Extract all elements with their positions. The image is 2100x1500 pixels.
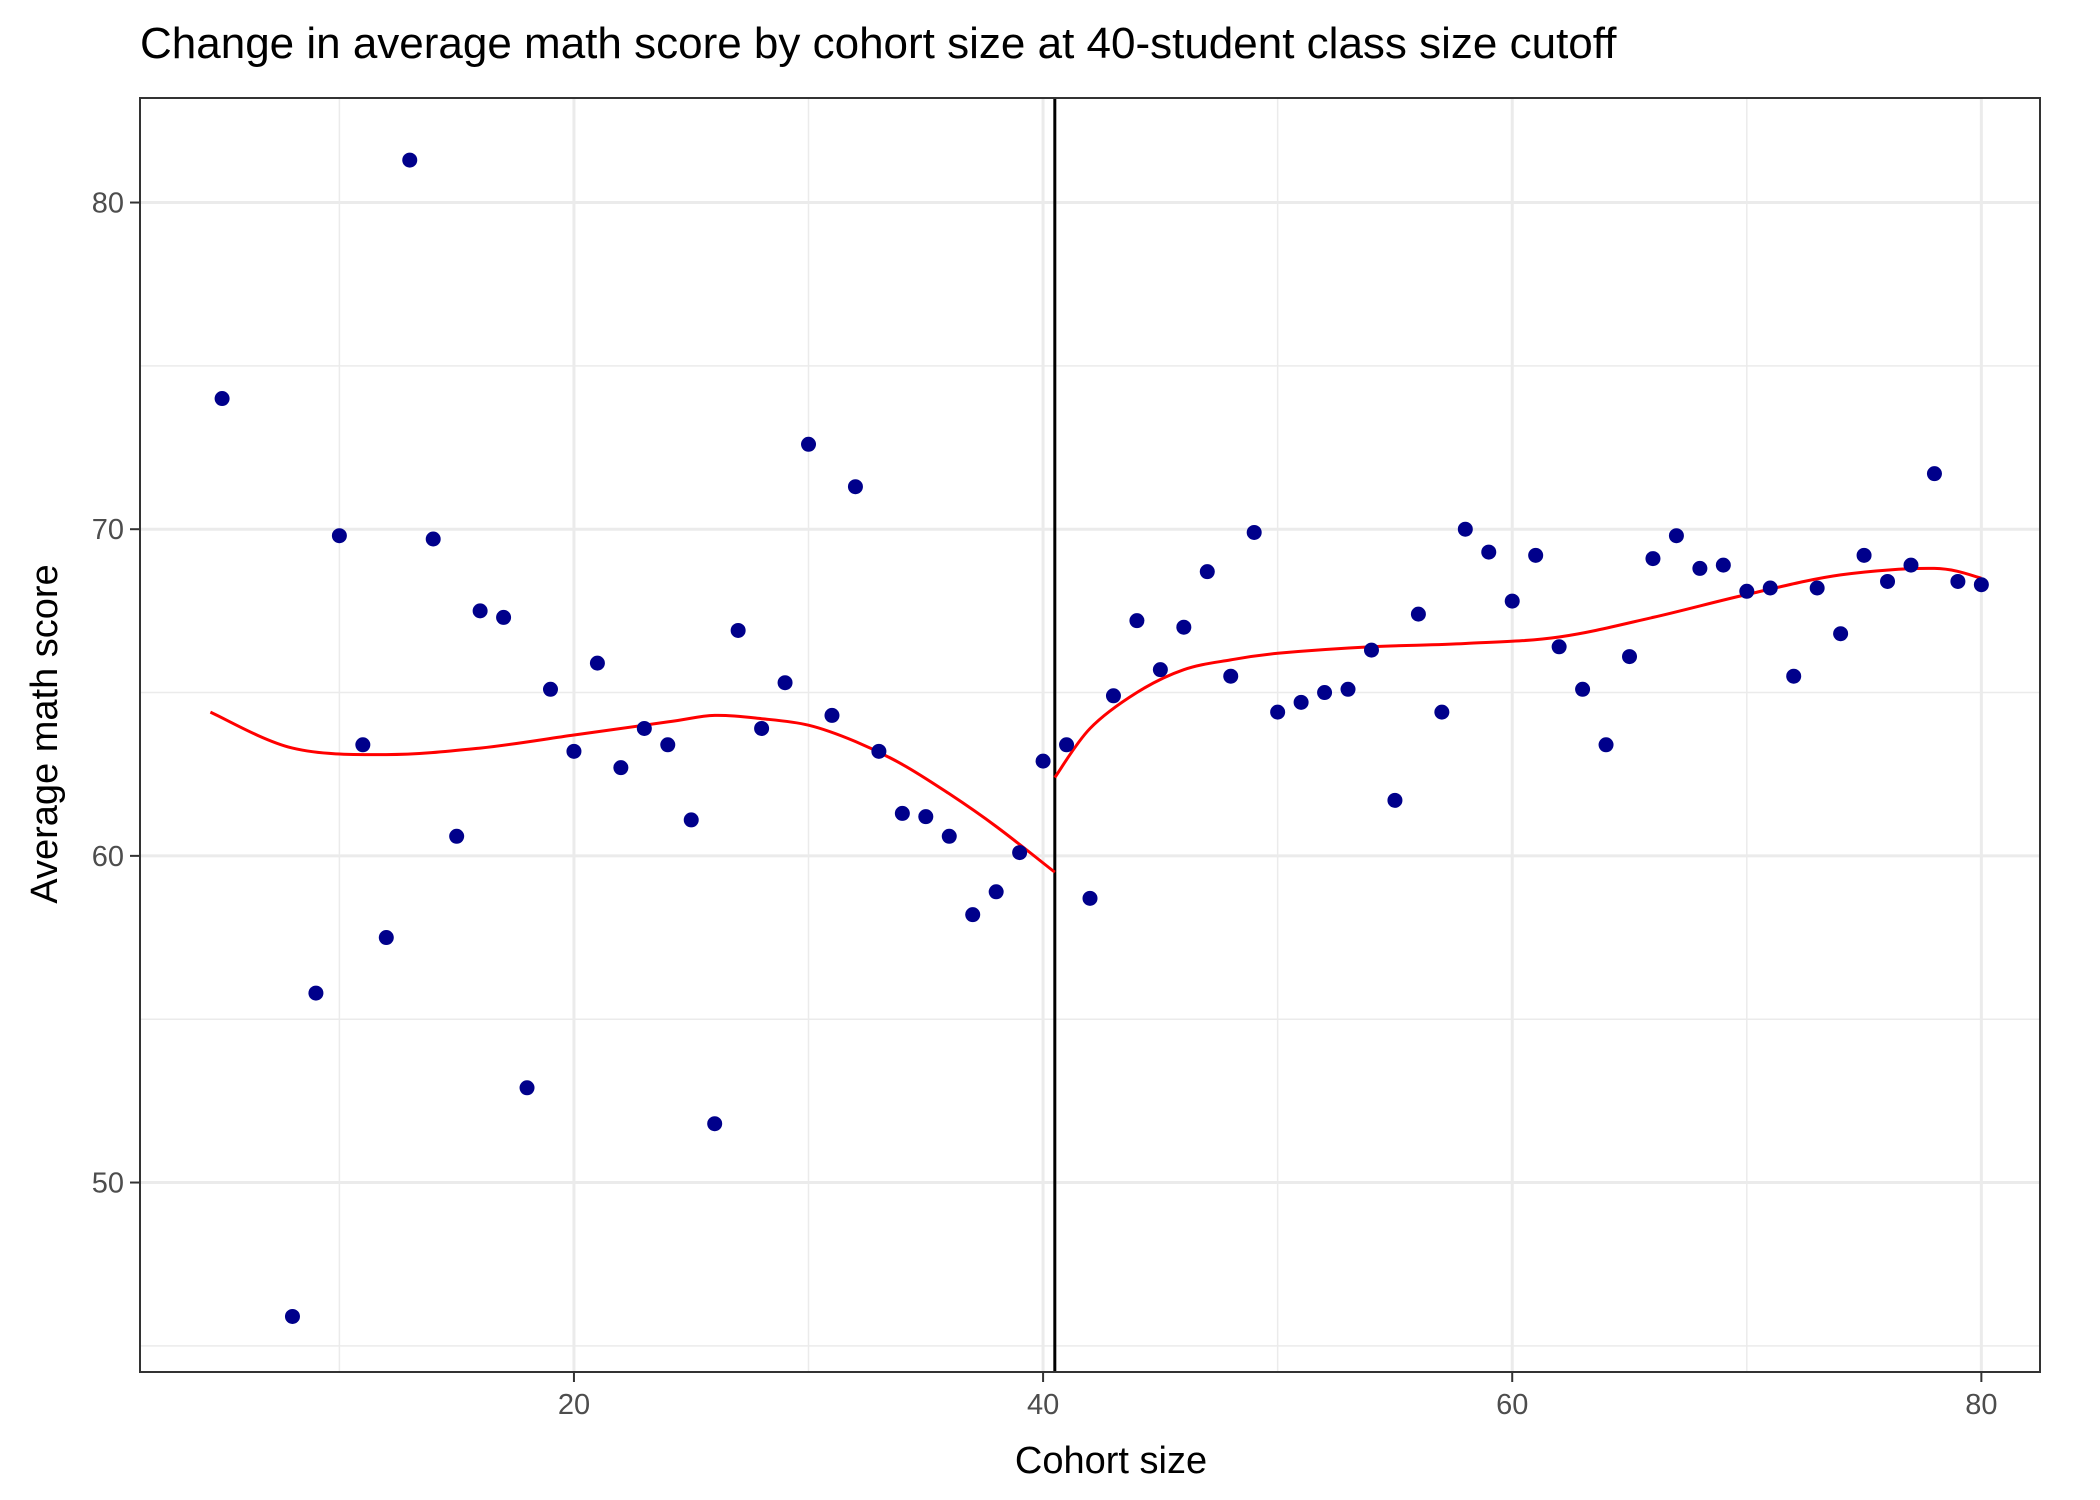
data-point	[1833, 626, 1849, 642]
data-point	[1363, 642, 1379, 658]
data-point	[1270, 704, 1286, 720]
data-point	[1105, 688, 1121, 704]
data-point	[636, 720, 652, 736]
data-point	[1481, 544, 1497, 560]
data-point	[1786, 668, 1802, 684]
data-point	[566, 743, 582, 759]
data-point	[1973, 577, 1989, 593]
data-point	[496, 609, 512, 625]
data-point	[284, 1308, 300, 1324]
data-point	[378, 930, 394, 946]
data-point	[683, 812, 699, 828]
data-point	[801, 436, 817, 452]
data-point	[918, 809, 934, 825]
data-point	[777, 675, 793, 691]
data-point	[472, 603, 488, 619]
smooth-curves	[209, 566, 1982, 874]
x-axis-title: Cohort size	[1015, 1440, 1207, 1482]
data-point	[1012, 845, 1028, 861]
data-point	[308, 985, 324, 1001]
y-axis-title: Average math score	[24, 564, 66, 903]
data-point	[1152, 662, 1168, 678]
chart-title: Change in average math score by cohort s…	[140, 19, 1617, 68]
data-point	[425, 531, 441, 547]
y-tick-label: 60	[92, 841, 124, 873]
x-tick-label: 80	[1965, 1389, 1997, 1421]
data-point	[1504, 593, 1520, 609]
data-point	[331, 528, 347, 544]
data-point	[1434, 704, 1450, 720]
data-point	[402, 152, 418, 168]
smooth-curve-left	[209, 710, 1056, 874]
data-point	[1880, 573, 1896, 589]
data-point	[730, 622, 746, 638]
data-point	[1199, 564, 1215, 580]
minor-gridlines	[140, 98, 2040, 1372]
data-point	[941, 828, 957, 844]
data-point	[754, 720, 770, 736]
data-point	[1715, 557, 1731, 573]
data-point	[824, 707, 840, 723]
smooth-curve-right	[1053, 566, 1982, 779]
data-point	[1950, 573, 1966, 589]
data-point	[707, 1116, 723, 1132]
panel-background	[140, 98, 2040, 1372]
data-point	[894, 805, 910, 821]
data-point	[1622, 649, 1638, 665]
y-tick-label: 50	[92, 1168, 124, 1200]
data-points	[214, 152, 1989, 1324]
data-point	[1176, 619, 1192, 635]
data-point	[1410, 606, 1426, 622]
plot-panel	[139, 97, 2041, 1373]
data-point	[355, 737, 371, 753]
data-point	[1551, 639, 1567, 655]
data-point	[1739, 583, 1755, 599]
data-point	[988, 884, 1004, 900]
data-point	[847, 479, 863, 495]
data-point	[1903, 557, 1919, 573]
data-point	[1082, 890, 1098, 906]
data-point	[449, 828, 465, 844]
data-point	[1340, 681, 1356, 697]
data-point	[613, 760, 629, 776]
data-point	[589, 655, 605, 671]
x-tick-label: 20	[558, 1389, 590, 1421]
data-point	[1645, 551, 1661, 567]
x-axis: 20 40 60 80	[558, 1372, 1997, 1421]
x-tick-label: 60	[1496, 1389, 1528, 1421]
data-point	[519, 1080, 535, 1096]
y-axis: 50 60 70 80	[92, 188, 140, 1200]
data-point	[660, 737, 676, 753]
data-point	[1575, 681, 1591, 697]
major-gridlines	[140, 98, 2040, 1372]
data-point	[1692, 560, 1708, 576]
panel-border	[139, 97, 2041, 1373]
data-point	[542, 681, 558, 697]
y-tick-label: 70	[92, 514, 124, 546]
data-point	[1762, 580, 1778, 596]
data-point	[1926, 466, 1942, 482]
data-point	[965, 907, 981, 923]
data-point	[1317, 685, 1333, 701]
data-point	[1129, 613, 1145, 629]
data-point	[1598, 737, 1614, 753]
data-point	[1457, 521, 1473, 537]
y-tick-label: 80	[92, 188, 124, 220]
data-point	[1246, 524, 1262, 540]
data-point	[871, 743, 887, 759]
data-point	[1528, 547, 1544, 563]
data-point	[1809, 580, 1825, 596]
data-point	[1293, 694, 1309, 710]
data-point	[1668, 528, 1684, 544]
data-point	[1856, 547, 1872, 563]
data-point	[1059, 737, 1075, 753]
data-point	[1387, 792, 1403, 808]
data-point	[1223, 668, 1239, 684]
x-tick-label: 40	[1027, 1389, 1059, 1421]
data-point	[214, 391, 230, 407]
data-point	[1035, 753, 1051, 769]
